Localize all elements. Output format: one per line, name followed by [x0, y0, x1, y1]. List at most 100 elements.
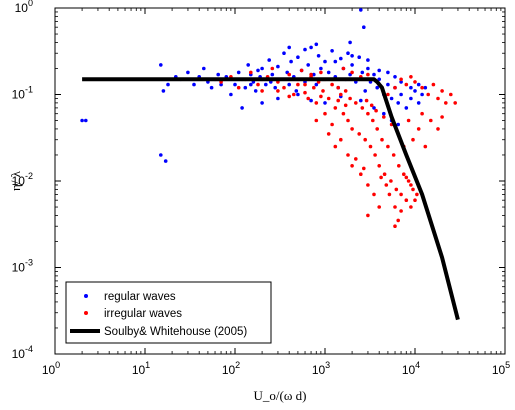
point-regular-waves — [389, 96, 394, 101]
point-irregular-waves — [413, 80, 417, 84]
point-regular-waves — [309, 45, 313, 50]
y-tick-label: 10-3 — [12, 258, 33, 275]
point-irregular-waves — [343, 89, 348, 93]
legend-label-soulsby: Soulby& Whitehouse (2005) — [104, 326, 247, 338]
point-irregular-waves — [354, 101, 358, 105]
point-irregular-waves — [404, 82, 409, 87]
point-regular-waves — [396, 101, 401, 105]
point-regular-waves — [372, 106, 376, 110]
point-irregular-waves — [326, 132, 331, 136]
point-irregular-waves — [330, 122, 334, 127]
point-irregular-waves — [321, 89, 325, 93]
point-regular-waves — [296, 55, 300, 59]
point-irregular-waves — [319, 94, 323, 99]
point-irregular-waves — [287, 72, 292, 77]
point-regular-waves — [377, 68, 382, 73]
point-irregular-waves — [348, 96, 352, 101]
point-irregular-waves — [357, 132, 362, 136]
point-irregular-waves — [346, 118, 350, 123]
point-regular-waves — [256, 68, 260, 73]
point-irregular-waves — [415, 192, 419, 197]
point-regular-waves — [375, 85, 380, 90]
point-regular-waves — [161, 89, 166, 93]
point-irregular-waves — [270, 66, 275, 71]
point-regular-waves — [326, 70, 331, 75]
point-regular-waves — [413, 89, 417, 93]
point-regular-waves — [202, 66, 206, 71]
point-regular-waves — [386, 70, 390, 75]
point-irregular-waves — [333, 144, 338, 149]
legend-marker-regular-waves — [84, 294, 88, 298]
point-irregular-waves — [382, 115, 386, 119]
point-irregular-waves — [382, 172, 387, 176]
point-regular-waves — [309, 98, 313, 103]
point-irregular-waves — [366, 183, 370, 187]
point-irregular-waves — [393, 224, 397, 228]
point-irregular-waves — [396, 218, 401, 223]
point-irregular-waves — [397, 164, 401, 168]
point-irregular-waves — [366, 111, 370, 116]
point-irregular-waves — [384, 183, 389, 187]
point-regular-waves — [323, 101, 327, 105]
point-regular-waves — [350, 63, 354, 67]
point-irregular-waves — [436, 96, 440, 101]
point-irregular-waves — [429, 118, 433, 123]
point-irregular-waves — [440, 89, 444, 93]
legend-marker-irregular-waves — [84, 311, 88, 315]
point-irregular-waves — [366, 213, 370, 218]
point-irregular-waves — [236, 85, 241, 90]
point-irregular-waves — [406, 118, 411, 123]
point-irregular-waves — [372, 192, 376, 197]
point-regular-waves — [233, 82, 237, 87]
x-tick-label: 103 — [312, 360, 330, 377]
point-irregular-waves — [399, 192, 403, 197]
point-regular-waves — [216, 72, 220, 77]
point-regular-waves — [260, 66, 264, 71]
legend-box — [65, 281, 272, 344]
point-irregular-waves — [336, 98, 341, 103]
point-regular-waves — [229, 92, 233, 97]
point-irregular-waves — [260, 89, 264, 93]
point-regular-waves — [289, 59, 293, 64]
x-tick-label: 102 — [222, 360, 240, 377]
x-tick-label: 100 — [42, 360, 60, 377]
point-irregular-waves — [369, 103, 374, 108]
point-irregular-waves — [440, 115, 444, 119]
point-regular-waves — [209, 85, 214, 90]
point-irregular-waves — [391, 153, 396, 157]
point-regular-waves — [382, 111, 386, 116]
point-irregular-waves — [364, 98, 369, 103]
point-irregular-waves — [386, 144, 390, 149]
point-irregular-waves — [359, 172, 363, 176]
point-regular-waves — [386, 82, 390, 87]
point-irregular-waves — [276, 89, 280, 93]
point-regular-waves — [366, 58, 370, 62]
point-irregular-waves — [444, 101, 448, 105]
point-regular-waves — [246, 63, 250, 67]
point-irregular-waves — [354, 157, 358, 161]
point-irregular-waves — [380, 137, 384, 142]
point-irregular-waves — [431, 82, 436, 87]
point-regular-waves — [260, 101, 264, 105]
point-irregular-waves — [404, 175, 409, 180]
y-axis-label: η/ λ — [8, 170, 23, 191]
x-tick-label: 104 — [402, 360, 420, 377]
point-irregular-waves — [423, 144, 428, 149]
point-irregular-waves — [303, 90, 307, 95]
point-regular-waves — [323, 59, 327, 64]
point-irregular-waves — [350, 127, 354, 131]
point-irregular-waves — [406, 179, 411, 183]
point-irregular-waves — [399, 77, 403, 82]
point-irregular-waves — [411, 187, 415, 192]
point-irregular-waves — [387, 192, 392, 197]
point-irregular-waves — [373, 153, 377, 157]
point-irregular-waves — [299, 68, 304, 73]
point-regular-waves — [219, 82, 223, 87]
point-irregular-waves — [402, 172, 406, 176]
point-regular-waves — [316, 54, 321, 58]
legend-label-regular-waves: regular waves — [104, 291, 176, 303]
point-regular-waves — [282, 51, 286, 55]
point-irregular-waves — [256, 82, 260, 87]
point-irregular-waves — [330, 82, 334, 87]
point-regular-waves — [360, 70, 365, 75]
